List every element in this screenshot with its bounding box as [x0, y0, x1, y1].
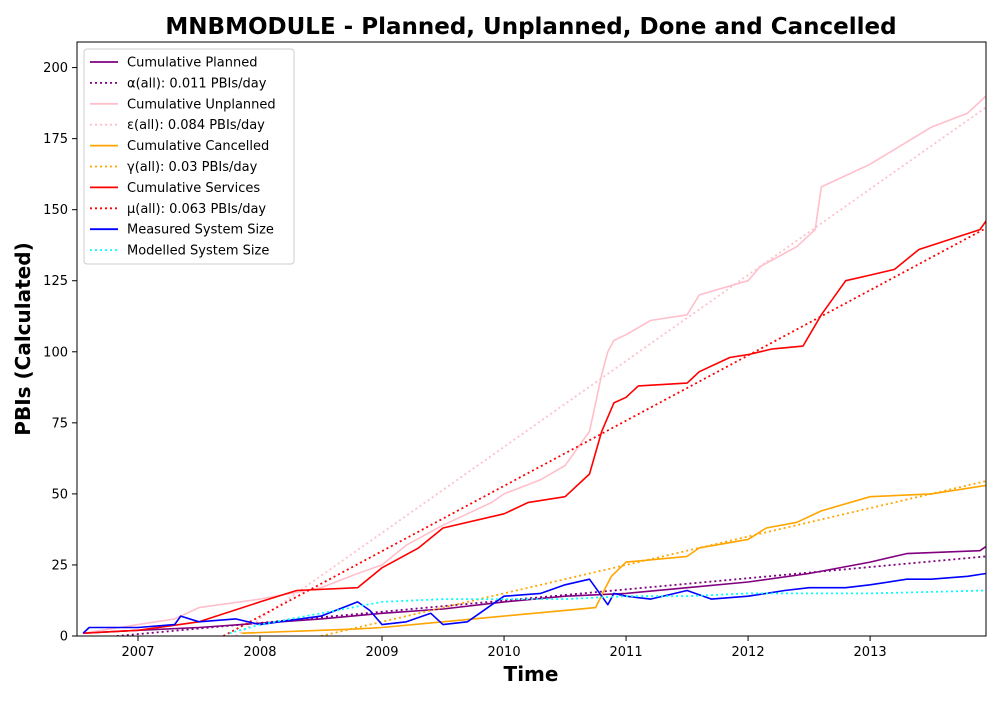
y-tick-label: 25: [51, 558, 68, 573]
legend-entry-label: Cumulative Unplanned: [127, 97, 276, 112]
y-tick-label: 200: [43, 61, 68, 76]
y-tick-label: 175: [43, 132, 68, 147]
series-line-all-0-011-pbis-day-1: [107, 555, 986, 636]
series-layer: [82, 95, 986, 636]
axis-layer: 2007 2008 2009 2010 2011 2012 2013 0 25 50 75 100 12…: [43, 61, 886, 660]
y-tick-label: 150: [43, 203, 68, 218]
y-tick-label: 50: [51, 487, 68, 502]
legend-entry-label: Cumulative Services: [127, 181, 260, 196]
series-line-cumulative-planned-0: [83, 545, 986, 634]
legend-entry-label: α(all): 0.011 PBIs/day: [127, 76, 267, 91]
series-line-all-0-063-pbis-day-7: [222, 227, 986, 636]
legend-entry-label: Cumulative Cancelled: [127, 139, 269, 154]
y-tick-label: 125: [43, 274, 68, 289]
x-tick-label: 2010: [488, 645, 521, 660]
x-tick-label: 2008: [243, 645, 276, 660]
x-axis-label: Time: [504, 662, 559, 686]
x-tick-label: 2012: [732, 645, 765, 660]
legend-entry-label: Modelled System Size: [127, 244, 269, 259]
series-line-cumulative-cancelled-4: [241, 484, 986, 634]
series-line-cumulative-services-6: [83, 220, 986, 634]
x-tick-label: 2011: [610, 645, 643, 660]
legend-entry-label: Cumulative Planned: [127, 56, 257, 71]
series-line-cumulative-unplanned-2: [82, 95, 986, 634]
plot-frame: [76, 41, 987, 637]
series-line-measured-system-size-8: [82, 572, 986, 634]
series-line-all-0-084-pbis-day-3: [235, 106, 986, 636]
x-tick-label: 2013: [854, 645, 887, 660]
legend-entry-label: γ(all): 0.03 PBIs/day: [127, 160, 258, 175]
y-tick-label: 0: [60, 630, 68, 645]
x-tick-label: 2007: [121, 645, 154, 660]
legend-box: [83, 48, 295, 265]
y-tick-label: 75: [51, 416, 68, 431]
chart-title: MNBMODULE - Planned, Unplanned, Done and…: [165, 14, 896, 40]
series-line-modelled-system-size-9: [229, 589, 986, 635]
y-axis-label: PBIs (Calculated): [11, 242, 35, 435]
legend: Cumulative Planned α(all): 0.011 PBIs/day…: [83, 48, 295, 265]
series-line-all-0-03-pbis-day-5: [320, 480, 986, 636]
legend-entry-label: μ(all): 0.063 PBIs/day: [127, 202, 266, 217]
legend-entry-label: Measured System Size: [127, 223, 274, 238]
y-tick-label: 100: [43, 345, 68, 360]
legend-entry-label: ε(all): 0.084 PBIs/day: [127, 118, 265, 133]
x-tick-label: 2009: [365, 645, 398, 660]
